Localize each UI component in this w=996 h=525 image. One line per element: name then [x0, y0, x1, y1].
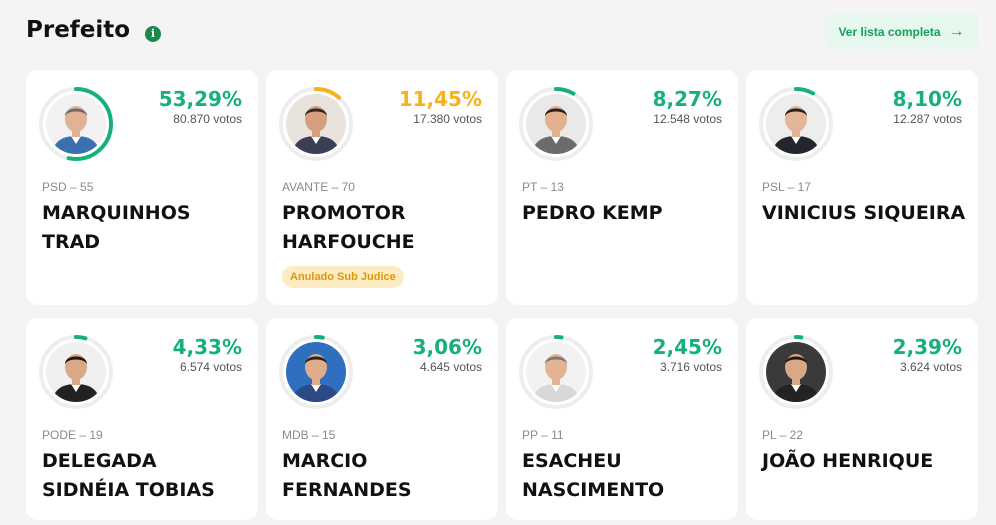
vote-percentage: 2,39% [892, 335, 962, 359]
candidate-card[interactable]: 8,10% 12.287 votos PSL – 17 VINICIUS SIQ… [746, 70, 978, 305]
page-header: Prefeito i Ver lista completa → [0, 0, 996, 64]
candidate-name: PROMOTOR HARFOUCHE [282, 202, 415, 253]
party-number: AVANTE – 70 [282, 180, 355, 194]
candidate-photo [46, 94, 106, 154]
candidate-photo [526, 94, 586, 154]
candidate-photo [526, 342, 586, 402]
candidate-photo [46, 342, 106, 402]
vote-share-ring [517, 333, 595, 411]
arrow-right-icon: → [948, 22, 965, 40]
candidate-name: ESACHEU NASCIMENTO [522, 450, 665, 501]
vote-share-ring [277, 333, 355, 411]
vote-count: 12.548 votos [653, 112, 722, 126]
candidate-card[interactable]: 11,45% 17.380 votos AVANTE – 70 PROMOTOR… [266, 70, 498, 305]
party-number: PT – 13 [522, 180, 564, 194]
vote-share-ring [37, 333, 115, 411]
candidate-card[interactable]: 53,29% 80.870 votos PSD – 55 MARQUINHOS … [26, 70, 258, 305]
view-full-list-button[interactable]: Ver lista completa → [825, 14, 978, 49]
candidate-name: PEDRO KEMP [522, 202, 663, 224]
vote-percentage: 11,45% [398, 87, 482, 111]
party-number: PL – 22 [762, 428, 803, 442]
vote-count: 17.380 votos [413, 112, 482, 126]
candidate-photo [286, 342, 346, 402]
info-icon[interactable]: i [145, 26, 161, 42]
vote-count: 4.645 votos [419, 360, 482, 374]
vote-percentage: 4,33% [172, 335, 242, 359]
candidate-card[interactable]: 3,06% 4.645 votos MDB – 15 MARCIO FERNAN… [266, 318, 498, 520]
candidate-name: DELEGADA SIDNÉIA TOBIAS [42, 450, 215, 501]
vote-count: 12.287 votos [893, 112, 962, 126]
party-number: PP – 11 [522, 428, 564, 442]
vote-share-ring [37, 85, 115, 163]
page-title: Prefeito [26, 17, 131, 43]
vote-share-ring [757, 85, 835, 163]
candidate-card[interactable]: 2,39% 3.624 votos PL – 22 JOÃO HENRIQUE [746, 318, 978, 520]
party-number: PODE – 19 [42, 428, 103, 442]
vote-percentage: 3,06% [412, 335, 482, 359]
candidate-photo [286, 94, 346, 154]
vote-percentage: 8,27% [652, 87, 722, 111]
candidate-name: MARCIO FERNANDES [282, 450, 412, 501]
status-badge: Anulado Sub Judice [282, 266, 404, 288]
candidate-name: JOÃO HENRIQUE [762, 450, 934, 472]
candidate-photo [766, 342, 826, 402]
candidate-card[interactable]: 2,45% 3.716 votos PP – 11 ESACHEU NASCIM… [506, 318, 738, 520]
view-full-list-label: Ver lista completa [838, 24, 941, 39]
vote-count: 80.870 votos [173, 112, 242, 126]
vote-count: 3.716 votos [659, 360, 722, 374]
party-number: MDB – 15 [282, 428, 336, 442]
vote-share-ring [277, 85, 355, 163]
vote-percentage: 2,45% [652, 335, 722, 359]
candidate-name: MARQUINHOS TRAD [42, 202, 191, 253]
vote-share-ring [757, 333, 835, 411]
vote-share-ring [517, 85, 595, 163]
vote-percentage: 53,29% [158, 87, 242, 111]
candidate-card[interactable]: 4,33% 6.574 votos PODE – 19 DELEGADA SID… [26, 318, 258, 520]
candidate-name: VINICIUS SIQUEIRA [762, 202, 966, 224]
party-number: PSD – 55 [42, 180, 94, 194]
candidate-card[interactable]: 8,27% 12.548 votos PT – 13 PEDRO KEMP [506, 70, 738, 305]
candidate-photo [766, 94, 826, 154]
candidate-grid: 53,29% 80.870 votos PSD – 55 MARQUINHOS … [26, 70, 978, 520]
vote-count: 3.624 votos [899, 360, 962, 374]
vote-count: 6.574 votos [179, 360, 242, 374]
party-number: PSL – 17 [762, 180, 811, 194]
vote-percentage: 8,10% [892, 87, 962, 111]
